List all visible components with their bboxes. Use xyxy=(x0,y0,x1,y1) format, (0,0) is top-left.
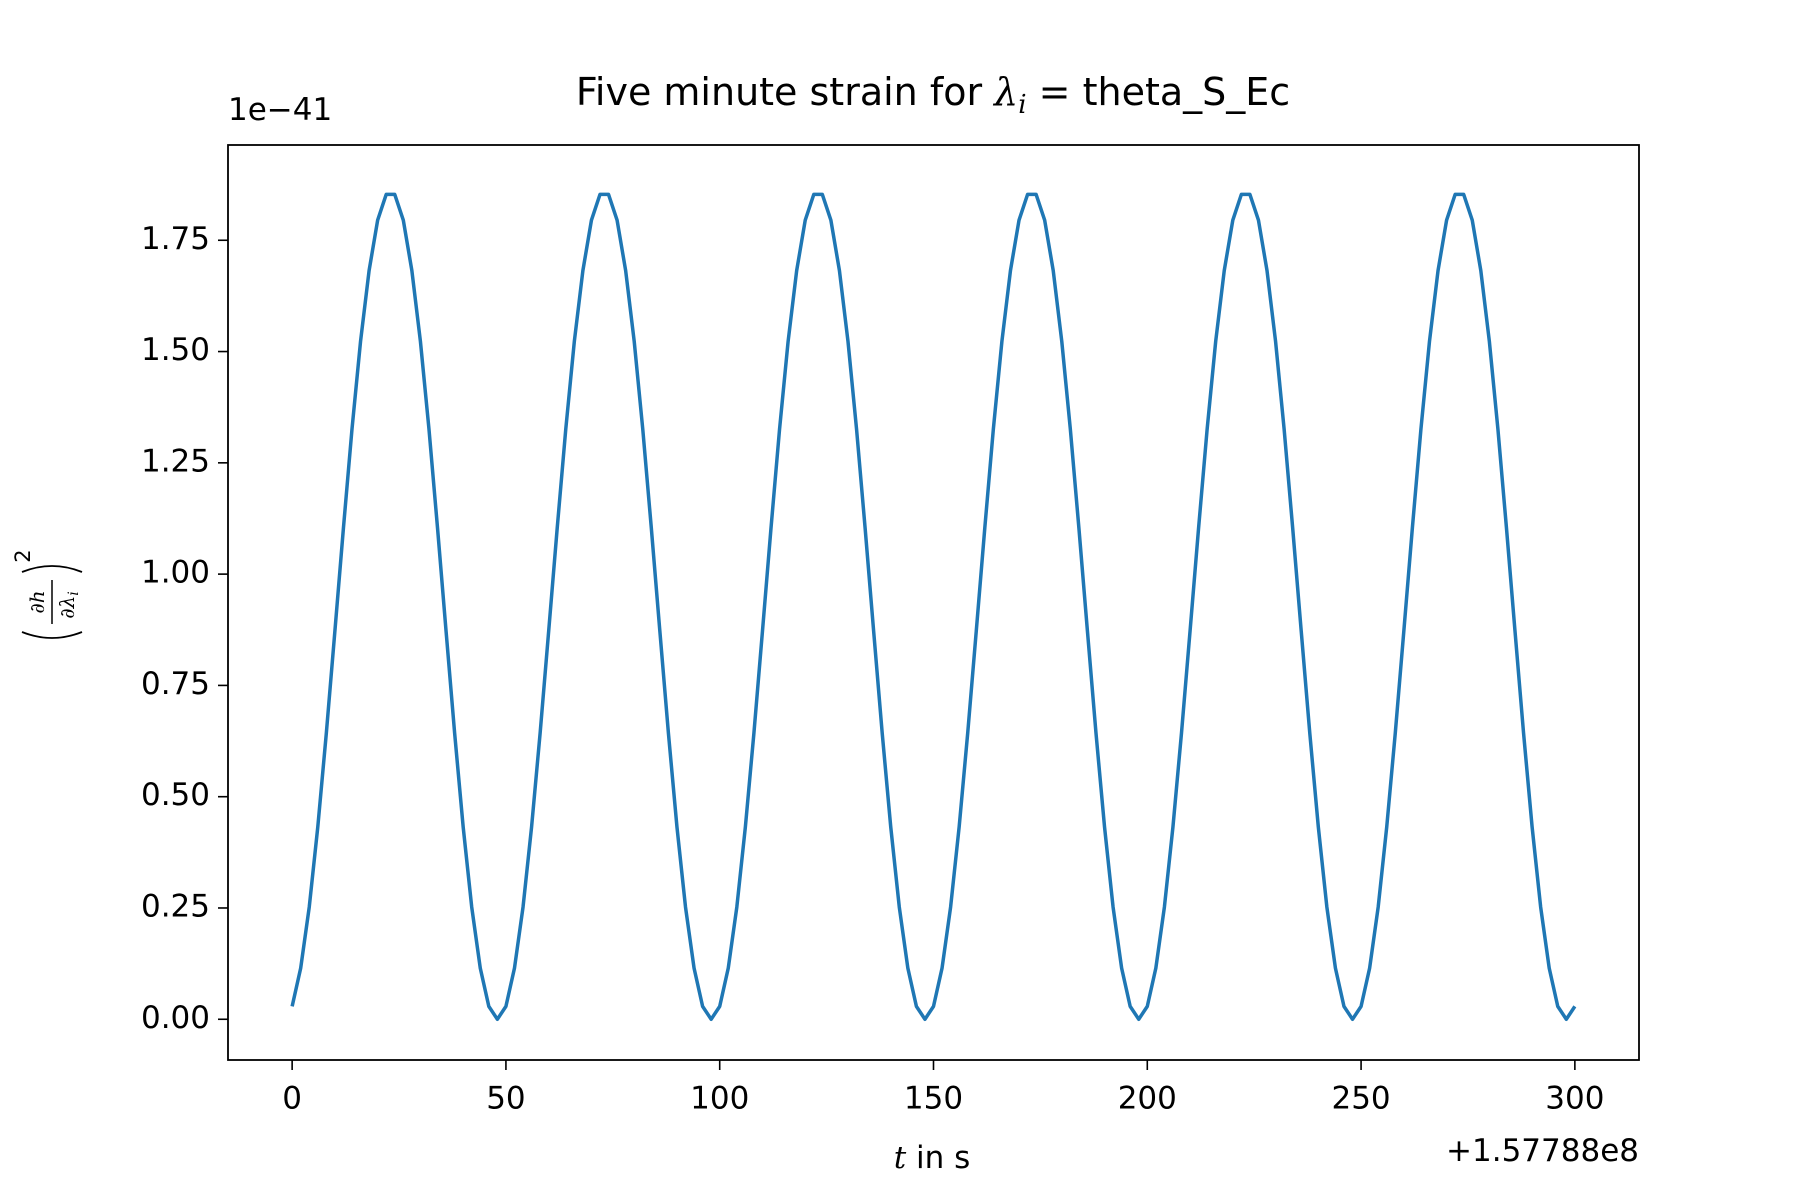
paren-right xyxy=(21,565,83,573)
x-tick-label: 50 xyxy=(486,1081,525,1117)
x-offset: +1.57788e8 xyxy=(1446,1133,1639,1169)
y-tick-label: 1.00 xyxy=(141,555,210,591)
x-label-var: t xyxy=(894,1140,907,1176)
y-label-denominator: ∂λi xyxy=(55,591,82,619)
title-prefix: Five minute strain for xyxy=(576,70,994,114)
y-tick-label: 0.00 xyxy=(141,1000,210,1036)
x-label-text: in s xyxy=(906,1140,970,1176)
paren-left xyxy=(21,631,83,639)
x-tick-label: 250 xyxy=(1331,1081,1390,1117)
x-tick-label: 100 xyxy=(690,1081,749,1117)
y-tick-label: 0.75 xyxy=(141,666,210,702)
title-suffix: = theta_S_Ec xyxy=(1027,70,1291,114)
y-tick-label: 1.25 xyxy=(141,443,210,479)
y-offset: 1e−41 xyxy=(228,92,332,128)
y-label-exponent: 2 xyxy=(11,549,35,562)
title-subscript: i xyxy=(1018,90,1026,120)
y-tick-label: 1.75 xyxy=(141,221,210,257)
line xyxy=(290,192,1577,1022)
x-tick-label: 200 xyxy=(1118,1081,1177,1117)
x-tick-label: 150 xyxy=(904,1081,963,1117)
y-label-numerator: ∂h xyxy=(25,590,49,613)
plot-frame xyxy=(227,144,1640,1061)
y-label-den-text: ∂λ xyxy=(55,596,79,619)
y-tick-label: 1.50 xyxy=(141,332,210,368)
x-tick-label: 0 xyxy=(282,1081,302,1117)
x-axis-label: t in s xyxy=(894,1140,971,1176)
y-axis-label: ∂h ∂λi 2 xyxy=(11,549,83,639)
x-tick-label: 300 xyxy=(1545,1081,1604,1117)
y-label-den-sub: i xyxy=(66,591,82,595)
title-symbol: λ xyxy=(992,70,1018,114)
y-tick-label: 0.25 xyxy=(141,888,210,924)
chart-title: Five minute strain for λi = theta_S_Ec xyxy=(576,70,1290,120)
y-tick-label: 0.50 xyxy=(141,777,210,813)
